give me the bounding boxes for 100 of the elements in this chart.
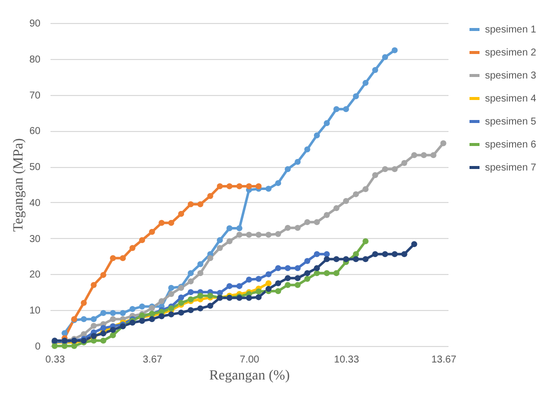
point (352, 256, 359, 262)
point (284, 275, 291, 282)
point (148, 316, 155, 322)
point (266, 232, 272, 238)
point (294, 275, 301, 282)
point (266, 271, 272, 278)
point (256, 288, 262, 294)
point (62, 343, 68, 349)
point (304, 276, 310, 282)
point (324, 120, 330, 126)
y-tick-label: 30 (29, 234, 41, 245)
y-tick-label: 20 (29, 270, 41, 281)
point (226, 225, 232, 232)
point (226, 283, 232, 290)
x-tick-label: 10.33 (334, 354, 360, 366)
x-tick-label: 3.67 (142, 354, 163, 366)
point (343, 198, 350, 204)
point (226, 238, 232, 244)
point (411, 152, 418, 158)
point (401, 251, 408, 258)
point (256, 294, 262, 300)
point (90, 316, 97, 322)
point (284, 166, 291, 172)
point (401, 160, 408, 166)
y-tick-label: 10 (29, 306, 41, 317)
point (188, 201, 194, 208)
point (382, 251, 388, 258)
point (197, 305, 204, 312)
point (382, 166, 388, 172)
legend-label: spesimen 7 (485, 162, 537, 174)
point (197, 201, 204, 208)
point (304, 258, 310, 264)
point (392, 251, 398, 258)
point (343, 106, 350, 112)
point (236, 225, 242, 232)
y-tick-label: 50 (29, 162, 41, 174)
point (266, 286, 272, 292)
point (139, 318, 146, 324)
point (120, 310, 126, 316)
point (294, 224, 301, 231)
point (372, 67, 378, 74)
point (420, 152, 427, 158)
point (246, 232, 252, 238)
y-tick-label: 70 (29, 90, 41, 102)
point (207, 255, 214, 262)
point (178, 210, 184, 217)
point (158, 220, 165, 226)
point (110, 255, 116, 262)
point (207, 192, 214, 199)
point (246, 294, 252, 301)
point (284, 265, 291, 272)
point (236, 232, 242, 238)
point (333, 205, 340, 212)
point (80, 300, 87, 306)
point (168, 290, 174, 297)
point (304, 270, 310, 276)
point (352, 191, 359, 198)
point (343, 256, 350, 262)
legend-label: spesimen 2 (485, 48, 537, 58)
point (352, 93, 359, 100)
point (197, 270, 204, 276)
x-tick-label: 13.67 (431, 354, 457, 366)
point (294, 265, 301, 272)
point (284, 224, 291, 231)
point (392, 166, 398, 172)
point (440, 140, 446, 146)
point (110, 316, 116, 322)
point (62, 330, 68, 336)
point (120, 255, 126, 262)
point (275, 265, 282, 272)
point (314, 270, 320, 276)
point (266, 186, 272, 192)
point (304, 146, 310, 152)
x-tick-label: 0.33 (45, 354, 66, 366)
x-tick-label: 7.00 (240, 354, 260, 366)
y-tick-label: 0 (34, 342, 41, 352)
point (392, 47, 398, 54)
legend-label: spesimen 6 (485, 140, 537, 150)
point (294, 282, 301, 288)
point (236, 183, 242, 190)
point (90, 322, 97, 329)
point (256, 183, 262, 190)
point (236, 283, 242, 290)
point (275, 231, 282, 238)
point (178, 294, 184, 301)
point (129, 245, 136, 252)
point (256, 276, 262, 282)
y-tick-label: 40 (29, 198, 41, 209)
point (362, 186, 369, 192)
point (216, 237, 223, 244)
point (178, 310, 184, 316)
point (90, 282, 97, 288)
point (129, 306, 136, 312)
y-tick-label: 90 (29, 18, 41, 30)
point (256, 232, 262, 238)
y-tick-label: 80 (29, 54, 41, 66)
point (100, 325, 106, 332)
point (188, 289, 194, 296)
point (304, 219, 310, 226)
point (168, 311, 174, 318)
